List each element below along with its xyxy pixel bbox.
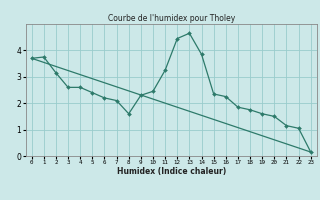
X-axis label: Humidex (Indice chaleur): Humidex (Indice chaleur) xyxy=(116,167,226,176)
Title: Courbe de l'humidex pour Tholey: Courbe de l'humidex pour Tholey xyxy=(108,14,235,23)
